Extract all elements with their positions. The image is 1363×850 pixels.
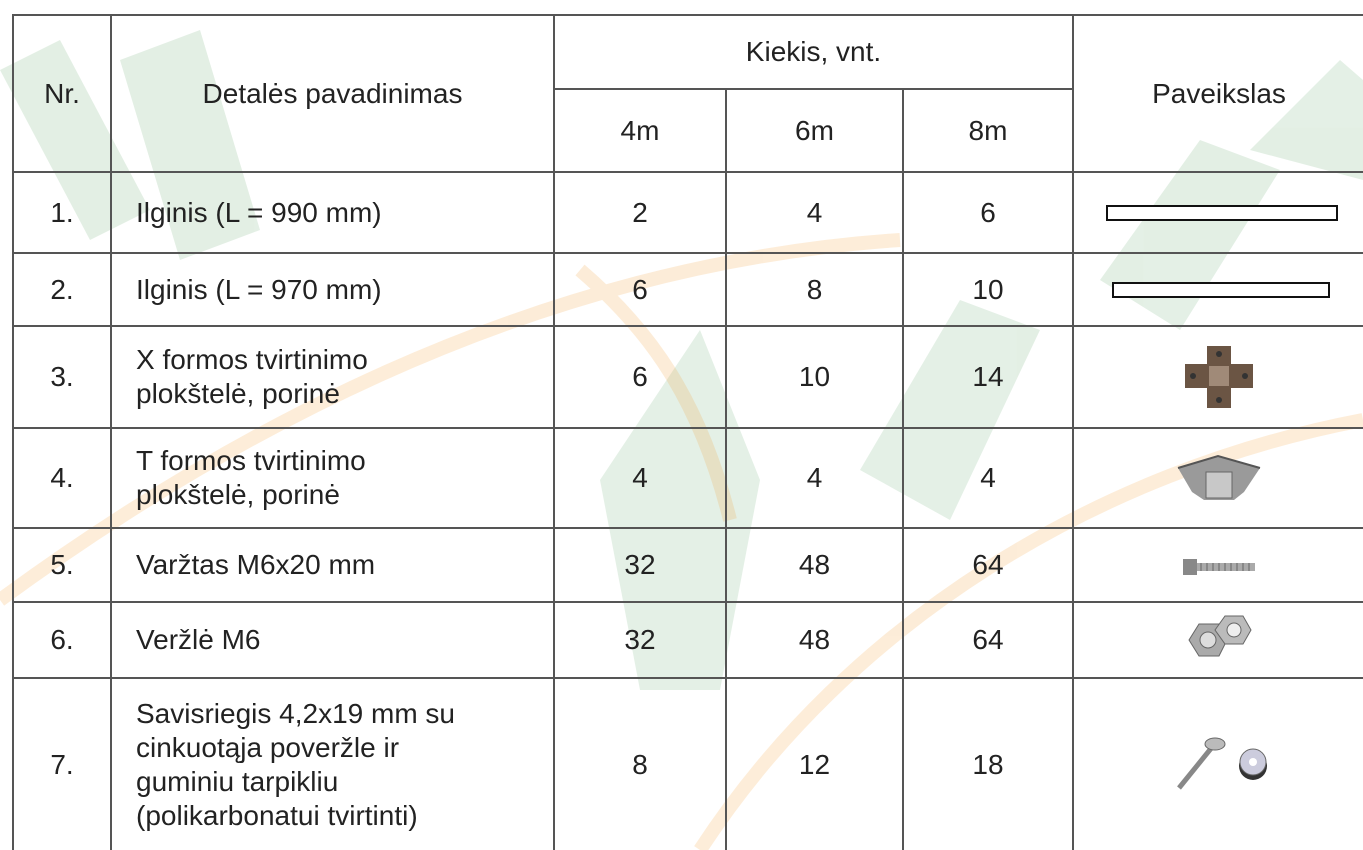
header-name: Detalės pavadinimas (111, 15, 554, 172)
name-line: plokštelė, porinė (136, 377, 553, 411)
quantity: 32 (554, 528, 726, 602)
header-size: 4m (554, 89, 726, 172)
name-cell: Veržlė M6 (111, 602, 554, 678)
name-line: Varžtas M6x20 mm (136, 548, 553, 582)
header-size: 6m (726, 89, 903, 172)
name-line: T formos tvirtinimo (136, 444, 553, 478)
picture (1073, 528, 1363, 602)
picture (1073, 172, 1363, 253)
name-line: plokštelė, porinė (136, 478, 553, 512)
quantity: 2 (554, 172, 726, 253)
name-line: guminiu tarpikliu (136, 765, 553, 799)
quantity: 12 (726, 678, 903, 850)
header-size: 8m (903, 89, 1073, 172)
nr: 2. (13, 253, 111, 326)
name-line: Ilginis (L = 970 mm) (136, 273, 553, 307)
quantity: 48 (726, 602, 903, 678)
page: Nr. Detalės pavadinimas Kiekis, vnt. Pav… (0, 0, 1363, 850)
quantity: 64 (903, 602, 1073, 678)
nr: 4. (13, 428, 111, 528)
quantity: 4 (726, 172, 903, 253)
quantity: 14 (903, 326, 1073, 428)
nr: 1. (13, 172, 111, 253)
quantity: 48 (726, 528, 903, 602)
quantity: 32 (554, 602, 726, 678)
name-cell: Ilginis (L = 990 mm) (111, 172, 554, 253)
quantity: 8 (726, 253, 903, 326)
quantity: 64 (903, 528, 1073, 602)
picture (1073, 678, 1363, 850)
part-image (1179, 610, 1259, 670)
picture (1073, 602, 1363, 678)
name-line: Ilginis (L = 990 mm) (136, 196, 553, 230)
part-image (1089, 279, 1349, 303)
picture (1073, 253, 1363, 326)
quantity: 10 (726, 326, 903, 428)
name-line: cinkuotąja poveržle ir (136, 731, 553, 765)
name-line: Veržlė M6 (136, 623, 553, 657)
quantity: 18 (903, 678, 1073, 850)
part-image (1159, 730, 1279, 800)
quantity: 4 (903, 428, 1073, 528)
nr: 6. (13, 602, 111, 678)
nr: 5. (13, 528, 111, 602)
name-line: (polikarbonatui tvirtinti) (136, 799, 553, 833)
header-picture: Paveikslas (1073, 15, 1363, 172)
nr: 3. (13, 326, 111, 428)
part-image (1179, 342, 1259, 412)
parts-table: Nr. Detalės pavadinimas Kiekis, vnt. Pav… (12, 14, 1363, 850)
name-cell: Ilginis (L = 970 mm) (111, 253, 554, 326)
part-image (1089, 202, 1349, 226)
picture (1073, 326, 1363, 428)
header-nr: Nr. (13, 15, 111, 172)
quantity: 4 (726, 428, 903, 528)
name-cell: Varžtas M6x20 mm (111, 528, 554, 602)
name-line: Savisriegis 4,2x19 mm su (136, 697, 553, 731)
header-row: Nr. Detalės pavadinimas Kiekis, vnt. Pav… (13, 15, 1363, 89)
picture (1073, 428, 1363, 528)
name-line: X formos tvirtinimo (136, 343, 553, 377)
part-image (1174, 448, 1264, 508)
nr: 7. (13, 678, 111, 850)
quantity: 6 (554, 253, 726, 326)
quantity: 6 (903, 172, 1073, 253)
quantity: 4 (554, 428, 726, 528)
header-quantity: Kiekis, vnt. (554, 15, 1073, 89)
table-body: Nr. Detalės pavadinimas Kiekis, vnt. Pav… (13, 15, 1363, 850)
part-image (1179, 555, 1259, 579)
quantity: 8 (554, 678, 726, 850)
quantity: 10 (903, 253, 1073, 326)
quantity: 6 (554, 326, 726, 428)
